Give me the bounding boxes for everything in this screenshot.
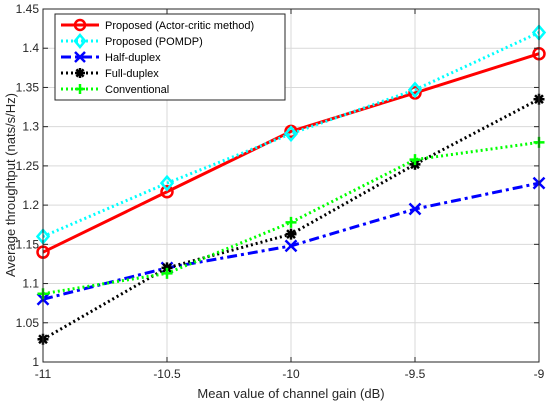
diamond-marker	[73, 33, 87, 49]
asterisk-marker	[285, 228, 297, 240]
marker-shape	[407, 81, 423, 99]
marker-shape	[73, 33, 87, 49]
series-line	[42, 52, 540, 254]
circle-marker	[408, 86, 422, 100]
plus-marker	[75, 84, 85, 94]
legend-item: Conventional	[61, 84, 169, 96]
y-tick-label: 1.35	[16, 80, 40, 94]
x-tick-label: -9	[534, 367, 545, 381]
y-tick-label: 1.2	[22, 198, 39, 212]
diamond-marker	[407, 81, 423, 99]
diamond-marker	[283, 125, 299, 143]
plus-marker	[285, 216, 297, 228]
legend-label: Half-duplex	[105, 52, 161, 64]
marker-shape	[283, 125, 299, 143]
marker-stroke	[75, 68, 85, 78]
x-marker	[408, 202, 422, 216]
plus-marker	[409, 154, 421, 166]
series-line	[42, 31, 540, 238]
y-tick-label: 1	[32, 355, 39, 369]
x-marker	[284, 239, 298, 253]
legend-label: Proposed (Actor-critic method)	[105, 20, 254, 32]
series-line	[42, 140, 540, 296]
marker-shape	[159, 174, 175, 192]
legend-label: Proposed (POMDP)	[105, 36, 203, 48]
legend-label: Conventional	[105, 84, 169, 96]
x-axis-title: Mean value of channel gain (dB)	[197, 386, 384, 401]
marker-stroke	[408, 202, 422, 216]
diamond-marker	[159, 174, 175, 192]
y-tick-label: 1.15	[16, 237, 40, 251]
y-axis-title: Average throughtput (nats/s/Hz)	[3, 93, 18, 277]
y-tick-label: 1.25	[16, 159, 40, 173]
x-tick-label: -11	[35, 367, 52, 381]
x-tick-label: -10.5	[153, 367, 181, 381]
x-marker	[74, 51, 86, 63]
legend-item: Full-duplex	[61, 68, 159, 80]
series-layer	[35, 24, 547, 345]
y-tick-label: 1.45	[16, 2, 40, 16]
x-tick-label: -10	[282, 367, 300, 381]
y-tick-label: 1.05	[16, 316, 40, 330]
marker-stroke	[284, 239, 298, 253]
axis-ticks: 1 1.05 1.1 1.15 1.2 1.25 1.3 1.35 1.4 1.45 -11 -10.…	[16, 2, 545, 381]
y-tick-label: 1.4	[22, 41, 39, 55]
legend-label: Full-duplex	[105, 68, 159, 80]
marker-stroke	[286, 229, 296, 239]
marker-shape	[160, 185, 174, 199]
y-tick-label: 1.1	[22, 277, 39, 291]
asterisk-marker	[75, 68, 85, 78]
legend-item: Proposed (Actor-critic method)	[61, 18, 254, 32]
marker-stroke	[74, 51, 86, 63]
circle-marker	[73, 18, 87, 32]
y-tick-label: 1.3	[22, 120, 39, 134]
legend-box	[54, 13, 286, 101]
legend: Proposed (Actor-critic method) Proposed (…	[54, 13, 286, 101]
marker-shape	[73, 18, 87, 32]
legend-item: Half-duplex	[61, 51, 161, 64]
marker-shape	[408, 86, 422, 100]
x-tick-label: -9.5	[405, 367, 426, 381]
plus-marker	[161, 267, 173, 279]
legend-item: Proposed (POMDP)	[61, 33, 203, 49]
circle-marker	[160, 185, 174, 199]
